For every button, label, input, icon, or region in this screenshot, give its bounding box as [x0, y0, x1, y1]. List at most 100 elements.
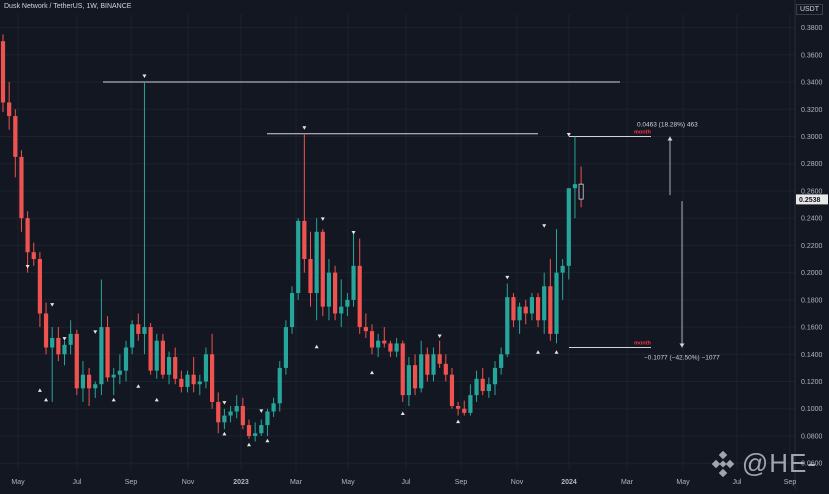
diamond-logo-icon	[711, 450, 735, 477]
swing-low-marker	[265, 438, 270, 443]
swing-low-marker	[37, 388, 42, 392]
price-tick-label: 0.1800	[801, 297, 823, 304]
time-tick-label: 2024	[561, 479, 577, 486]
candle-body	[351, 265, 356, 300]
month-high-label: month	[634, 130, 651, 136]
time-tick-label: Sep	[455, 479, 468, 486]
candle-body	[0, 41, 6, 103]
candle-body	[314, 231, 319, 294]
candle-body	[197, 381, 202, 385]
swing-high-marker	[259, 409, 264, 413]
swing-high-marker	[222, 401, 227, 405]
swing-high-marker	[302, 126, 307, 130]
price-tick-label: 0.2000	[801, 270, 823, 277]
candle-body	[253, 433, 258, 436]
candle-body	[265, 411, 270, 426]
month-low-label: month	[634, 340, 651, 346]
candle-body	[369, 331, 375, 348]
candle-body	[535, 297, 541, 321]
time-tick-label: Mar	[290, 479, 303, 486]
measure-up-arrowhead	[667, 136, 673, 141]
candle-body	[283, 327, 288, 368]
candle-body	[50, 337, 55, 348]
swing-high-marker	[142, 74, 147, 78]
candle-body	[234, 406, 239, 412]
candle-body	[566, 188, 571, 266]
price-tick-label: 0.2400	[801, 216, 823, 223]
price-tick-label: 0.1600	[801, 325, 823, 332]
currency-button[interactable]: USDT	[795, 4, 823, 15]
candle-body	[572, 184, 578, 189]
candle-body	[326, 272, 332, 307]
candle-body	[216, 401, 221, 423]
candle-body	[87, 374, 92, 389]
price-tick-label: 0.1000	[801, 406, 823, 413]
price-tick-label: 0.2200	[801, 243, 823, 250]
time-tick-label: May	[676, 479, 690, 486]
time-tick-label: Nov	[511, 479, 524, 486]
candle-body	[31, 252, 36, 260]
candle-body	[117, 370, 122, 375]
candle-body	[62, 344, 67, 355]
swing-high-marker	[93, 330, 98, 334]
candle-body	[13, 116, 18, 157]
time-axis: May Jul Sep Nov 2023 Mar May Jul Sep Nov 2024 Mar Ma…	[11, 479, 796, 486]
candle-body	[99, 327, 104, 385]
candle-body	[166, 357, 172, 375]
candle-body	[382, 340, 387, 344]
candle-body	[154, 340, 159, 371]
candle-body	[474, 378, 479, 396]
candle-body	[388, 343, 393, 352]
price-tick-label: 0.1200	[801, 379, 823, 386]
candles	[0, 34, 584, 442]
candle-body	[228, 411, 233, 416]
candle-body	[43, 313, 49, 348]
candle-body	[376, 340, 381, 348]
candle-body	[179, 378, 184, 387]
candle-body	[37, 259, 42, 314]
swing-high-marker	[566, 133, 571, 137]
candle-body	[339, 306, 344, 314]
candle-body	[277, 367, 282, 404]
time-tick-label: Jul	[733, 479, 742, 486]
candle-body	[499, 354, 504, 368]
swing-low-marker	[222, 431, 227, 436]
candle-body	[7, 102, 12, 117]
measure-down-label: −0.1077 (−42.50%) −1077	[644, 354, 720, 361]
candle-body	[271, 403, 276, 412]
candle-body	[308, 259, 313, 294]
candle-body	[191, 374, 196, 385]
candle-body	[173, 357, 178, 379]
candle-body	[296, 220, 301, 294]
candle-body	[259, 425, 264, 434]
price-axis-bg	[795, 0, 829, 489]
candle-body	[123, 347, 129, 371]
candle-body	[505, 297, 510, 355]
price-tick-label: 0.3800	[801, 25, 823, 32]
swing-low-marker	[370, 370, 374, 375]
candle-body	[93, 384, 98, 389]
swing-high-marker	[50, 303, 55, 307]
swing-high-marker	[351, 231, 356, 235]
candle-body	[222, 415, 227, 423]
candle-body	[302, 220, 307, 260]
candle-body	[554, 272, 559, 334]
candle-body	[25, 218, 30, 253]
last-price-badge	[796, 194, 828, 205]
candle-body	[160, 340, 165, 375]
annotation-lines	[103, 81, 685, 348]
time-tick-label: 2023	[233, 479, 249, 486]
candle-body	[443, 363, 448, 375]
watermark-text: @HE-	[741, 448, 817, 478]
candle-body	[486, 384, 491, 392]
price-tick-label: 0.3200	[801, 107, 823, 114]
candle-body	[142, 327, 147, 334]
candle-body	[74, 333, 79, 389]
candle-body	[56, 337, 61, 355]
candle-body	[480, 378, 485, 392]
candle-body	[130, 324, 135, 348]
chart-title: Dusk Network / TetherUS, 1W, BINANCE	[4, 3, 132, 10]
